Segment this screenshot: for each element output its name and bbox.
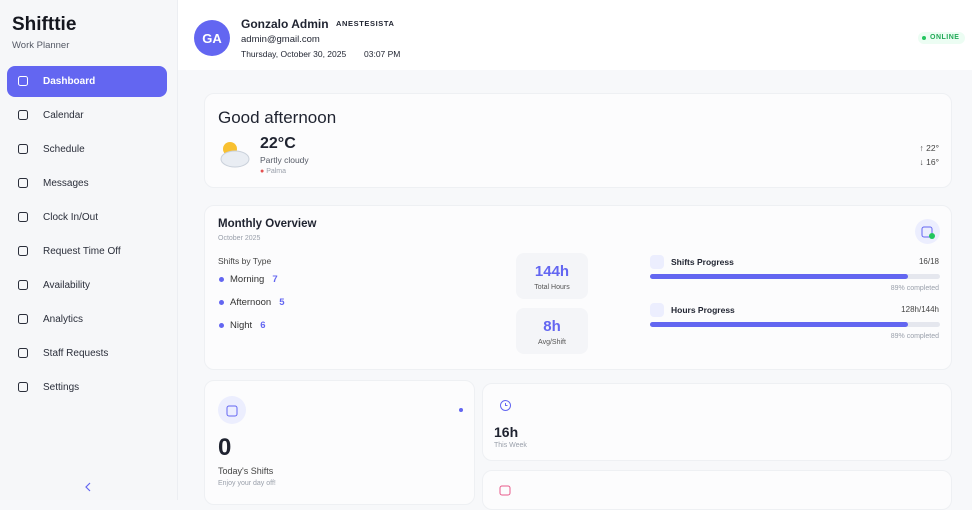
sidebar: Shifttie Work Planner Dashboard Calendar S… (0, 0, 178, 500)
nav-label: Calendar (43, 110, 84, 121)
tagline: Work Planner (12, 40, 70, 51)
nav-item[interactable]: Schedule (7, 134, 167, 165)
stat-box: 8h Avg/Shift (516, 308, 588, 354)
nav-item[interactable]: Analytics (7, 304, 167, 335)
calendar-badge[interactable] (915, 219, 940, 244)
date: Thursday, October 30, 2025 (241, 49, 347, 59)
today-note: Enjoy your day off! (218, 480, 276, 487)
nav-item[interactable]: Messages (7, 168, 167, 199)
stat-label: Total Hours (534, 284, 570, 291)
nav-label: Availability (43, 280, 91, 291)
progress-title: Hours Progress (671, 305, 735, 315)
next-card (482, 470, 952, 510)
overview-subtitle: October 2025 (218, 235, 261, 242)
overview-title: Monthly Overview (218, 218, 317, 230)
shift-type: Night 6 (230, 320, 265, 331)
progress-icon (650, 255, 664, 269)
weather-icon (220, 142, 250, 168)
user-email: admin@gmail.com (241, 34, 320, 45)
shift-dot (219, 323, 224, 328)
user-role: ANESTESISTA (336, 19, 395, 28)
temperature: 22°C (260, 135, 296, 152)
nav-item[interactable]: Settings (7, 372, 167, 403)
nav-item[interactable]: Calendar (7, 100, 167, 131)
progress-label: 89% completed (890, 333, 939, 340)
stat-value: 144h (534, 263, 570, 280)
time: 03:07 PM (364, 49, 401, 59)
today-card: 0 Today's Shifts Enjoy your day off! (204, 380, 475, 505)
shift-type: Morning 7 (230, 274, 278, 285)
shift-name: Afternoon (230, 297, 272, 308)
user-name: Gonzalo Admin (241, 17, 329, 31)
avatar[interactable]: GA (194, 20, 230, 56)
greeting-card: Good afternoon 22°C Partly cloudy ● Palm… (204, 93, 952, 188)
nav-label: Schedule (43, 144, 85, 155)
shift-name: Night (230, 320, 253, 331)
nav-label: Messages (43, 178, 89, 189)
nav-label: Settings (43, 382, 80, 393)
progress-label: 89% completed (890, 285, 939, 292)
nav-item[interactable]: Dashboard (7, 66, 167, 97)
status-badge: ONLINE (918, 32, 966, 44)
shift-count: 7 (272, 274, 278, 285)
progress-amount: 16/18 (918, 257, 939, 266)
shift-count: 5 (279, 297, 285, 308)
progress-track (650, 274, 940, 279)
today-label: Today's Shifts (218, 466, 274, 476)
nav-label: Clock In/Out (43, 212, 99, 223)
week-label: This Week (494, 442, 527, 449)
stat-label: Avg/Shift (538, 339, 566, 346)
progress-track (650, 322, 940, 327)
stat-box: 144h Total Hours (516, 253, 588, 299)
week-card: 16h This Week (482, 383, 952, 461)
collapse-button[interactable] (84, 482, 92, 492)
greeting: Good afternoon (218, 108, 337, 127)
week-value: 16h (494, 424, 519, 440)
nav-item[interactable]: Availability (7, 270, 167, 301)
nav-item[interactable]: Staff Requests (7, 338, 167, 369)
nav-label: Analytics (43, 314, 84, 325)
header: GA Gonzalo Admin ANESTESISTA admin@gmail… (178, 0, 972, 70)
low-temp: ↓ 16° (919, 157, 939, 167)
shift-dot (219, 300, 224, 305)
stat-value: 8h (543, 318, 561, 335)
nav-label: Staff Requests (43, 348, 109, 359)
location: Palma (266, 168, 287, 175)
progress-amount: 128h/144h (901, 305, 939, 314)
shifts-heading: Shifts by Type (218, 256, 272, 266)
progress-title: Shifts Progress (671, 257, 734, 267)
nav-item[interactable]: Request Time Off (7, 236, 167, 267)
shift-name: Morning (230, 274, 265, 285)
progress-fill (650, 322, 909, 327)
status: ONLINE (930, 34, 960, 41)
overview-card: Monthly Overview October 2025 Shifts by … (204, 205, 952, 370)
brand: Shifttie (12, 14, 77, 35)
shift-count: 6 (260, 320, 266, 331)
nav-label: Request Time Off (43, 246, 121, 257)
progress-icon (650, 303, 664, 317)
nav-item[interactable]: Clock In/Out (7, 202, 167, 233)
shift-dot (219, 277, 224, 282)
high-temp: ↑ 22° (919, 143, 939, 153)
today-value: 0 (218, 434, 232, 461)
shift-type: Afternoon 5 (230, 297, 285, 308)
condition: Partly cloudy (260, 155, 309, 165)
progress-fill (650, 274, 909, 279)
nav-label: Dashboard (43, 76, 96, 87)
